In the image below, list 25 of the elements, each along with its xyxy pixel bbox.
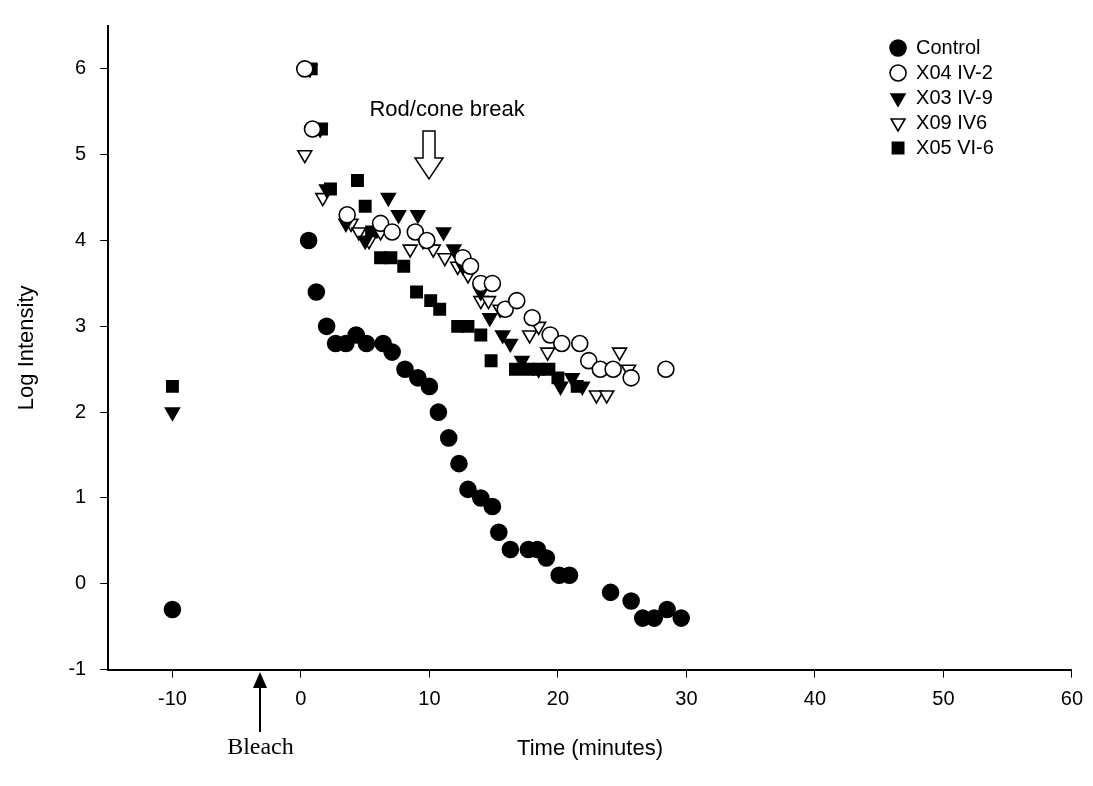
legend-label: X03 IV-9 (916, 85, 993, 108)
y-tick-label: 6 (75, 56, 87, 79)
legend-label: Control (916, 35, 981, 58)
y-tick-label: 2 (75, 399, 87, 422)
legend-label: X04 IV-2 (916, 60, 993, 83)
legend-label: X09 IV6 (916, 110, 988, 133)
y-tick-label: -1 (68, 657, 87, 680)
text: Bleach (227, 732, 294, 759)
x-tick-label: 50 (932, 687, 955, 710)
y-tick-label: 5 (75, 142, 87, 165)
x-tick-label: 20 (546, 687, 570, 710)
y-tick-label: 1 (75, 485, 87, 508)
y-tick-label: 0 (75, 571, 87, 594)
x-axis-title: Time (minutes) (517, 734, 663, 760)
y-axis-title: Log Intensity (13, 285, 39, 411)
y-tick-label: 4 (75, 228, 87, 251)
x-tick-label: -10 (157, 687, 187, 710)
x-tick-label: 40 (803, 687, 827, 710)
x-tick-label: 60 (1060, 687, 1083, 710)
annotation: Rod/cone break (369, 95, 526, 121)
x-tick-label: 0 (295, 687, 307, 710)
legend-label: X05 VI-6 (916, 135, 994, 158)
x-tick-label: 10 (418, 687, 441, 710)
x-tick-label: 30 (675, 687, 698, 710)
y-tick-label: 3 (75, 313, 87, 336)
